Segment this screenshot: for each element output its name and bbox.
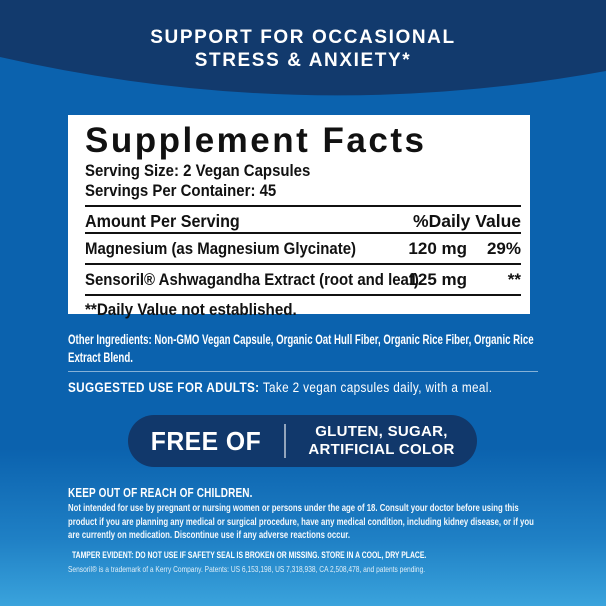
warning-body: Not intended for use by pregnant or nurs… — [68, 502, 534, 541]
free-of-items-line1: GLUTEN, SUGAR, — [315, 423, 448, 440]
facts-header-row: Amount Per Serving %Daily Value — [85, 207, 521, 232]
ingredient-daily-value: 29% — [486, 239, 521, 258]
banner-headline-line1: SUPPORT FOR OCCASIONAL — [150, 27, 456, 48]
suggested-use-text: Take 2 vegan capsules daily, with a meal… — [259, 380, 493, 395]
supplement-facts-title: Supplement Facts — [85, 121, 427, 160]
rule — [85, 263, 521, 265]
rule — [85, 232, 521, 234]
tamper-evident-notice: TAMPER EVIDENT: DO NOT USE IF SAFETY SEA… — [72, 550, 427, 561]
suggested-use-label: SUGGESTED USE FOR ADULTS: — [68, 380, 260, 395]
other-ingredients: Other Ingredients: Non-GMO Vegan Capsule… — [68, 332, 534, 365]
vertical-divider — [284, 424, 286, 458]
daily-value-header: %Daily Value — [413, 211, 521, 231]
ingredient-name: Sensoril® Ashwagandha Extract (root and … — [85, 270, 419, 289]
rule — [85, 294, 521, 296]
trademark-patents-notice: Sensoril® is a trademark of a Kerry Comp… — [68, 564, 426, 574]
banner-headline: SUPPORT FOR OCCASIONAL STRESS & ANXIETY* — [0, 26, 606, 72]
free-of-label: FREE OF — [150, 425, 262, 456]
serving-size: Serving Size: 2 Vegan Capsules — [85, 161, 311, 180]
keep-out-warning: KEEP OUT OF REACH OF CHILDREN. — [68, 486, 253, 500]
supplement-facts-panel: Supplement Facts Serving Size: 2 Vegan C… — [68, 115, 530, 319]
servings-per-container: Servings Per Container: 45 — [85, 181, 277, 200]
suggested-use: SUGGESTED USE FOR ADULTS: Take 2 vegan c… — [68, 380, 538, 395]
ingredient-daily-value: ** — [507, 270, 521, 289]
rule — [85, 205, 521, 207]
banner-curve-shape — [0, 0, 606, 96]
ingredient-name: Magnesium (as Magnesium Glycinate) — [85, 239, 357, 258]
free-of-badge: FREE OF GLUTEN, SUGAR, ARTIFICIAL COLOR — [128, 415, 477, 467]
free-of-items-line2: ARTIFICIAL COLOR — [308, 441, 455, 458]
table-row: Sensoril® Ashwagandha Extract (root and … — [85, 265, 521, 294]
ingredient-amount: 125 mg — [408, 270, 467, 289]
free-of-items: GLUTEN, SUGAR, ARTIFICIAL COLOR — [286, 423, 477, 459]
divider — [68, 371, 538, 372]
ingredient-amount: 120 mg — [408, 239, 467, 258]
amount-per-serving-header: Amount Per Serving — [85, 211, 240, 231]
table-row: Magnesium (as Magnesium Glycinate) 120 m… — [85, 234, 521, 263]
banner-headline-line2: STRESS & ANXIETY* — [194, 50, 412, 71]
daily-value-footnote: **Daily Value not established. — [85, 301, 297, 319]
